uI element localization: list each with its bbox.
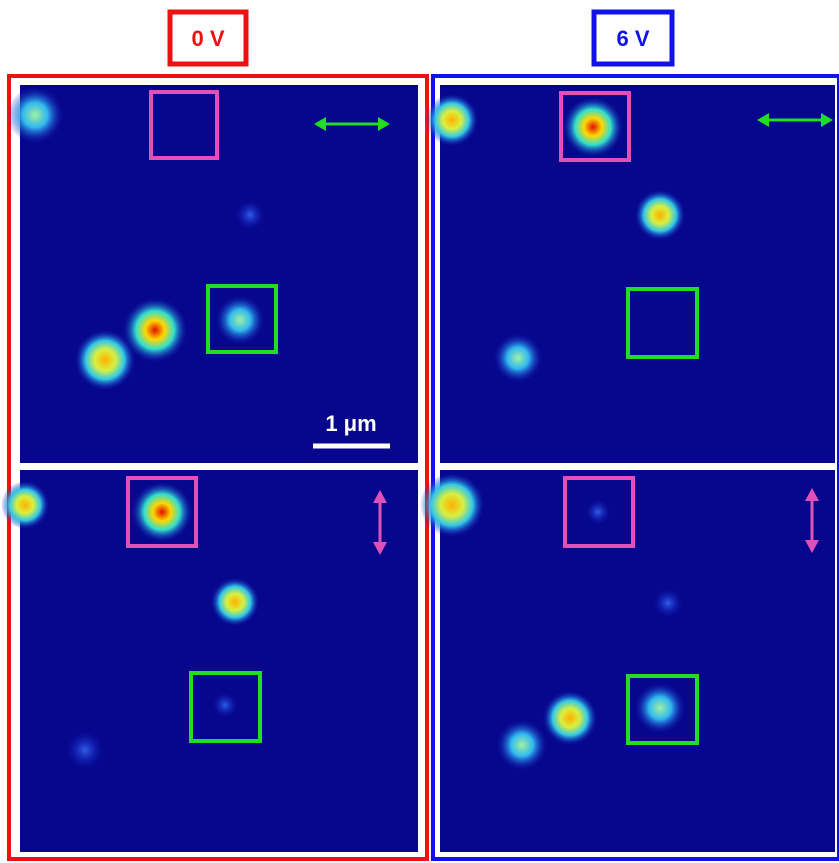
panel-label: 6 V <box>616 26 649 51</box>
figure: 0 V 6 V <box>0 0 839 863</box>
panel-label: 0 V <box>191 26 224 51</box>
scale-bar-label: 1 μm <box>325 411 376 436</box>
